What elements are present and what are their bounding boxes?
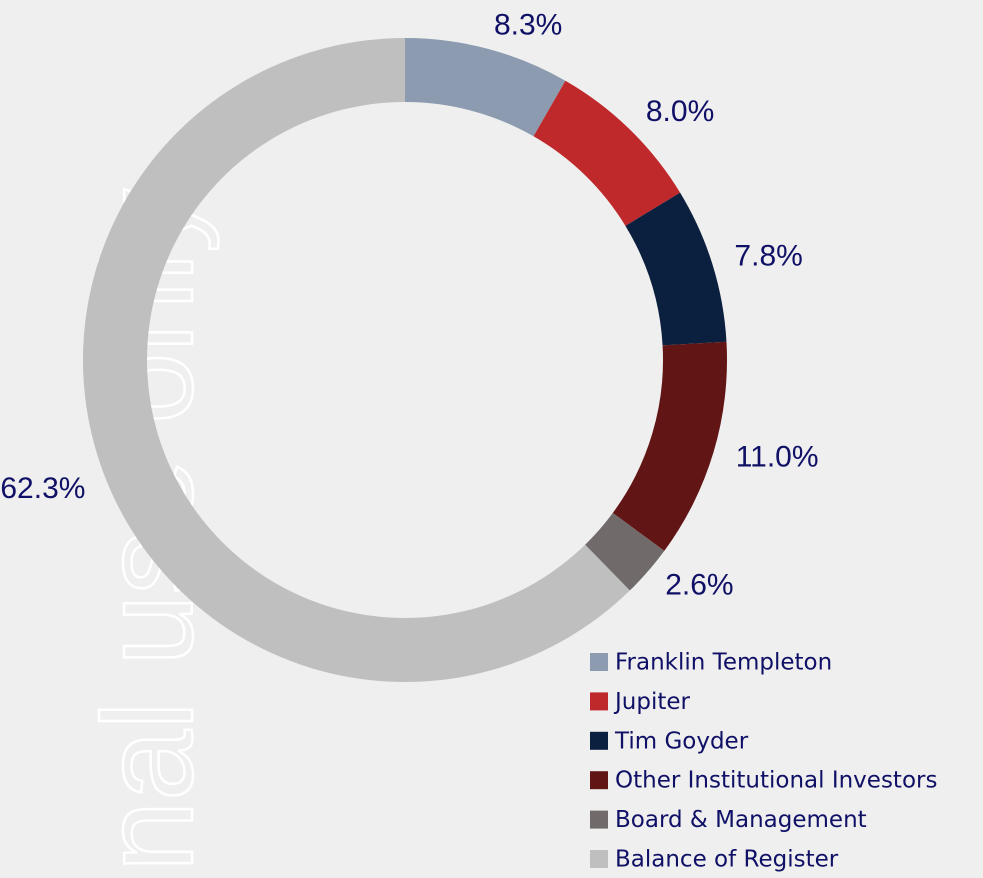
legend-swatch bbox=[590, 771, 608, 790]
donut-slice bbox=[612, 341, 727, 551]
data-label: 8.0% bbox=[646, 95, 714, 128]
legend-swatch bbox=[590, 731, 608, 750]
legend-label: Jupiter bbox=[613, 689, 691, 715]
legend-label: Board & Management bbox=[615, 807, 867, 833]
legend-label: Tim Goyder bbox=[614, 728, 749, 754]
donut-slice bbox=[405, 38, 566, 137]
legend-swatch bbox=[590, 653, 608, 671]
donut-slice bbox=[83, 38, 630, 682]
donut-slice bbox=[533, 80, 681, 226]
data-label: 2.6% bbox=[665, 568, 733, 601]
legend-swatch bbox=[590, 692, 608, 711]
data-label: 8.3% bbox=[494, 9, 562, 42]
donut-slice bbox=[585, 512, 665, 591]
legend-swatch bbox=[590, 850, 608, 868]
data-label: 11.0% bbox=[736, 440, 819, 473]
legend-swatch bbox=[590, 810, 608, 829]
data-label: 7.8% bbox=[734, 239, 802, 272]
legend-label: Franklin Templeton bbox=[615, 650, 832, 676]
data-label: 62.3% bbox=[0, 472, 85, 505]
legend-label: Balance of Register bbox=[615, 847, 839, 873]
legend-label: Other Institutional Investors bbox=[615, 768, 937, 794]
donut-slice bbox=[625, 192, 727, 346]
